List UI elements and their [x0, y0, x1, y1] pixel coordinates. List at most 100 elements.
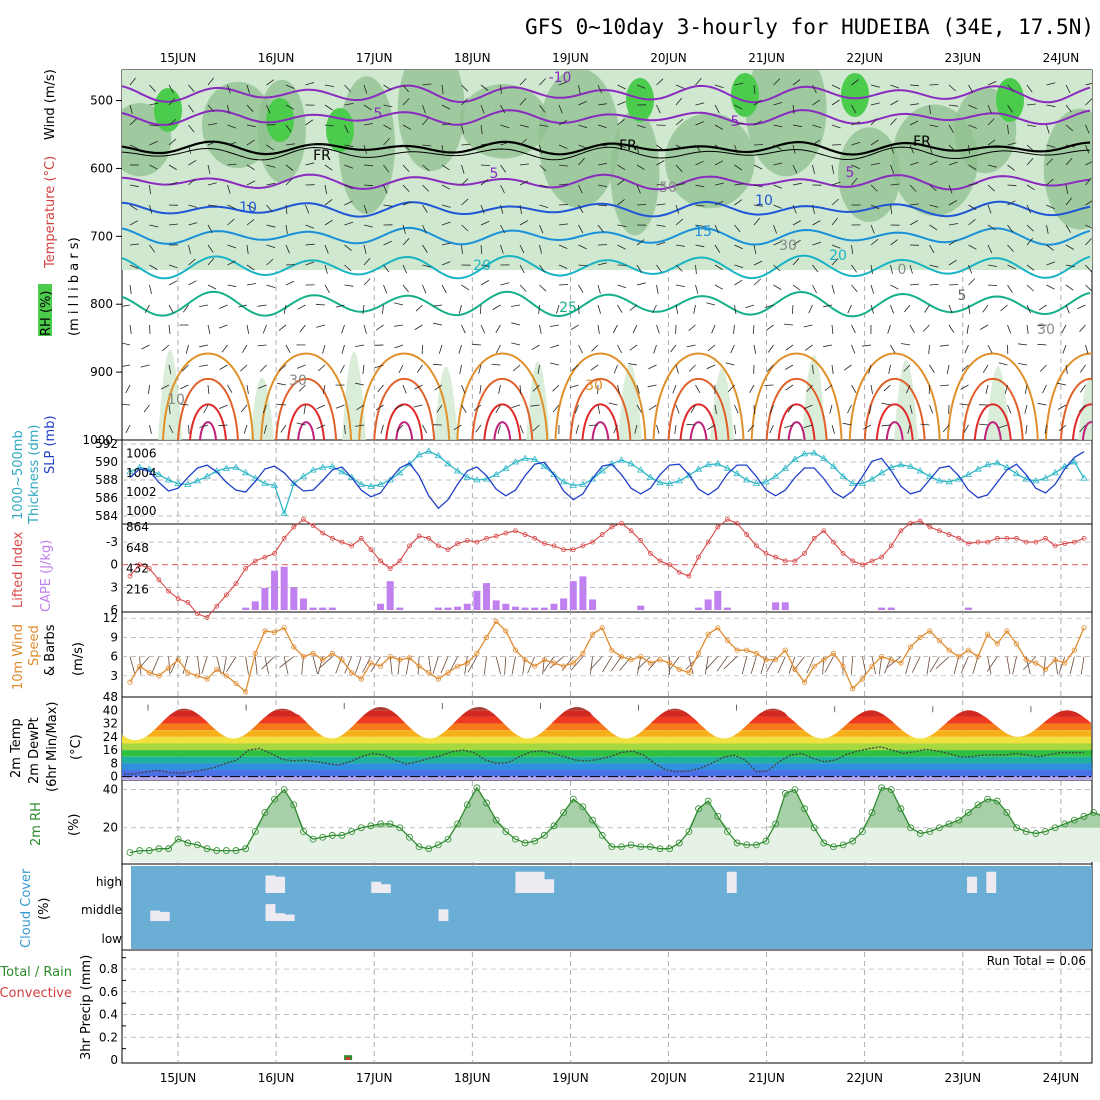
wind10-barb [170, 656, 179, 674]
thickness-point [820, 454, 828, 461]
cape-bar [521, 607, 529, 610]
wind-barb [1007, 184, 1017, 187]
wind10-speed-point [599, 625, 605, 631]
wind-barb [324, 199, 333, 206]
wind-barb [597, 124, 607, 128]
thickness-point [280, 509, 288, 516]
wind-barb [532, 384, 540, 392]
wind-barb [511, 304, 521, 307]
cape-bar [473, 590, 481, 610]
cloud-level-label: low [102, 932, 123, 946]
wind10-speed-point [927, 628, 933, 634]
cape-bar [280, 566, 288, 610]
wind-barb [656, 224, 666, 227]
wind-barb [144, 304, 150, 313]
lifted-index-point [927, 524, 933, 530]
dewpoint-line [123, 746, 1084, 775]
wind-barb [768, 344, 774, 353]
wind-barb [745, 304, 755, 309]
wind-barb [812, 204, 815, 214]
wind-barb [324, 284, 330, 293]
wind-barb [998, 362, 1008, 366]
wind-barb [402, 238, 410, 246]
wind-barb [188, 124, 195, 133]
wind10-speed-point [946, 647, 952, 653]
date-label-bottom: 20JUN [650, 1071, 687, 1085]
contour-label: 15 [694, 224, 712, 240]
wind-barb [227, 384, 233, 393]
cape-tick-label: 648 [126, 541, 149, 555]
wind-barb [773, 144, 782, 150]
wind10-barb [1080, 656, 1085, 675]
rh2m-point [1032, 830, 1040, 837]
wind-barb [1042, 384, 1047, 394]
wind10-tick-label: 12 [103, 611, 118, 625]
thickness-tick-label: 588 [95, 473, 118, 487]
wind-barb [168, 404, 171, 414]
thickness-point [858, 479, 867, 486]
wind10-speed-point [561, 663, 567, 669]
lifted-index-point [127, 573, 133, 579]
wind-barb [904, 304, 911, 313]
lifted-index-point [1043, 535, 1048, 541]
wind-barb [478, 364, 482, 374]
wind-barb [1046, 144, 1056, 148]
lifted-index-point [272, 551, 277, 556]
lifted-index-point [262, 554, 268, 560]
wind-barb [461, 164, 465, 174]
wind-barb [305, 243, 315, 246]
rh2m-point [695, 805, 702, 813]
lifted-index-point [339, 539, 345, 545]
rh2m-point [936, 824, 943, 832]
wind-barb [285, 164, 294, 171]
wind-barb [246, 84, 250, 94]
rh2m-point [338, 831, 346, 839]
wind-barb [1046, 261, 1056, 266]
wind-barb [688, 324, 696, 332]
contour-label: 30 [1037, 322, 1055, 338]
wind10-speed-point [214, 666, 220, 673]
temp2m-tick-label: 24 [103, 730, 118, 744]
slp-tick-label: 1006 [126, 447, 157, 461]
temp2m-band [122, 770, 1092, 777]
thickness-point [1051, 469, 1059, 476]
contour-label: FR [619, 138, 637, 154]
wind-barb [500, 224, 506, 234]
wind-barb [674, 424, 677, 434]
wind-barb [968, 144, 970, 154]
wind10-barb [1058, 656, 1066, 674]
rh2m-point [415, 843, 423, 851]
rh-high-blob [626, 78, 654, 122]
wind-barb [188, 280, 197, 286]
thickness-point [665, 479, 674, 486]
wind-barb [473, 404, 482, 412]
wind-barb [188, 424, 190, 435]
wind-barb [909, 144, 914, 154]
wind-barb [558, 164, 568, 167]
wind-barb [617, 101, 626, 106]
wind-barb [495, 404, 501, 413]
wind-barb [929, 184, 937, 192]
rh2m-point [434, 841, 442, 849]
lifted-index-point [773, 554, 779, 560]
temp2m-fill-group [122, 707, 1092, 780]
wind-barb [578, 304, 580, 315]
temp2m-band [122, 756, 1092, 764]
cape-bar [377, 603, 385, 610]
wind10-barb [911, 656, 921, 673]
lifted-index-point [541, 541, 547, 546]
wind10-speed-point [1071, 647, 1077, 653]
wind-barb [1065, 144, 1075, 148]
rh2m-point [984, 795, 992, 803]
wind-barb [1046, 284, 1055, 290]
lifted-index-point [358, 535, 364, 541]
wind-barb [149, 184, 151, 194]
wind-barb [262, 404, 267, 414]
wind-barb [711, 324, 716, 334]
rh2m-point [1013, 824, 1020, 832]
wind-barb [558, 244, 568, 249]
temperature-contour-45 [199, 421, 217, 440]
rh2m-point [569, 795, 577, 803]
wind-barb [383, 204, 393, 207]
date-label-bottom: 16JUN [258, 1071, 295, 1085]
